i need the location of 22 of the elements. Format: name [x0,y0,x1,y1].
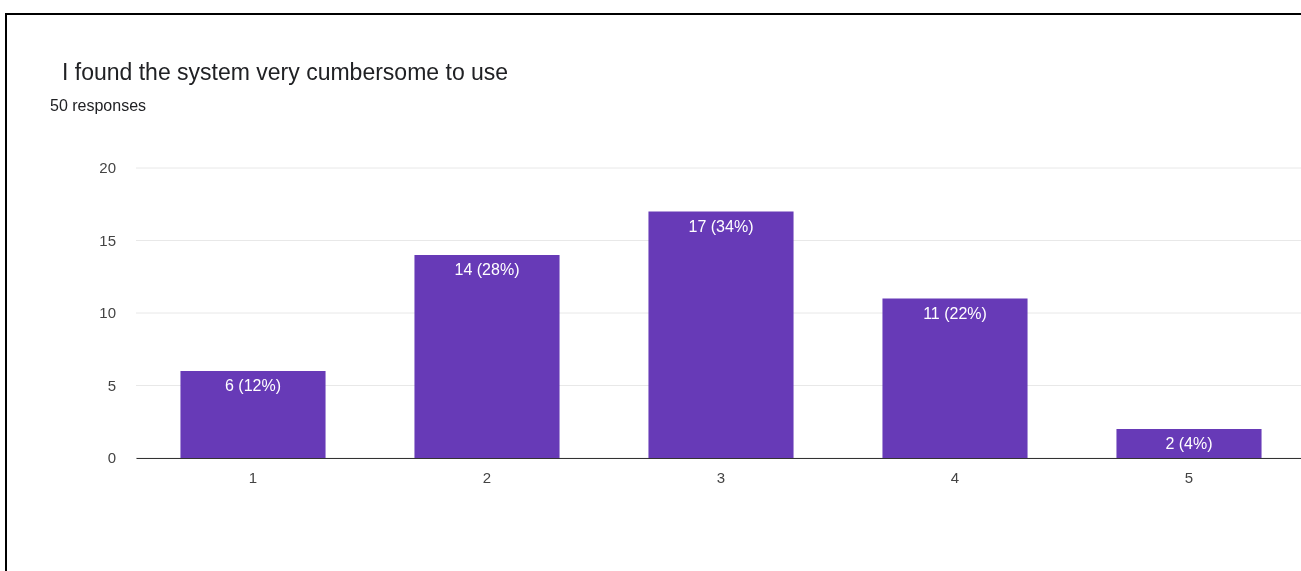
x-tick-label: 1 [248,468,258,486]
bar [882,298,1028,458]
bar [648,211,794,458]
data-label: 2 (4%) [1165,435,1213,452]
x-tick-label: 2 [482,468,492,486]
bar [180,371,326,458]
y-tick-label: 0 [107,449,116,467]
bar [414,255,560,458]
bar [1116,429,1262,458]
y-tick-label: 5 [107,376,116,394]
data-label: 11 (22%) [923,304,987,322]
chart-title: I found the system very cumbersome to use [62,59,509,85]
y-tick-label: 20 [99,159,116,177]
data-label: 6 (12%) [224,377,282,394]
y-tick-label: 10 [99,304,116,322]
x-tick-label: 3 [716,468,726,486]
chart-subtitle: 50 responses [50,97,147,114]
data-label: 14 (28%) [454,261,520,278]
x-tick-label: 4 [950,468,960,486]
x-tick-label: 5 [1184,468,1194,486]
y-tick-label: 15 [99,231,116,249]
data-label: 17 (34%) [688,217,754,235]
